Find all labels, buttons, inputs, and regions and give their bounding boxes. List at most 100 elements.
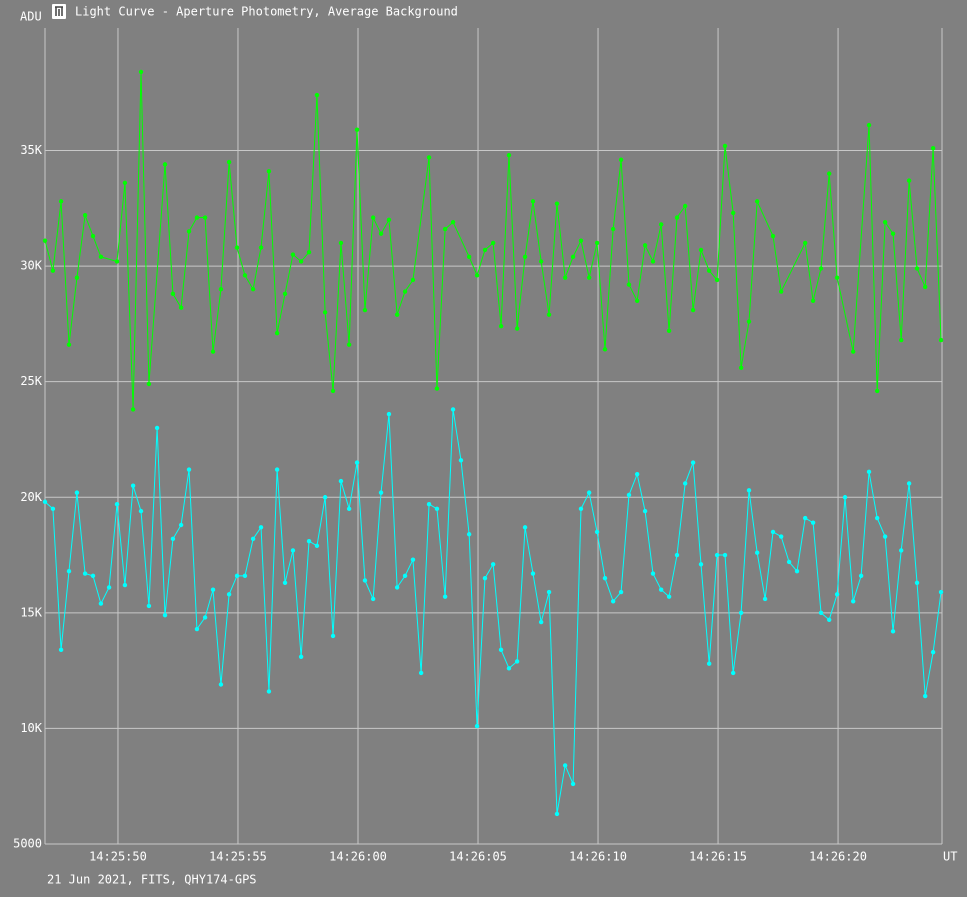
data-point <box>186 229 192 234</box>
data-point <box>218 682 224 687</box>
data-point <box>394 585 400 590</box>
data-point <box>330 633 336 639</box>
data-point <box>834 592 840 597</box>
data-point <box>322 495 328 500</box>
y-tick-label: 10K <box>20 721 42 735</box>
data-point <box>810 298 816 303</box>
data-point <box>226 159 232 165</box>
data-point <box>386 217 392 223</box>
x-axis-label: UT <box>943 850 957 864</box>
data-point <box>146 603 152 609</box>
data-point <box>290 548 296 553</box>
data-point <box>482 247 488 253</box>
data-point <box>466 532 472 537</box>
data-point <box>338 240 344 246</box>
data-point <box>922 693 928 699</box>
data-point <box>682 481 688 486</box>
data-point <box>914 266 920 271</box>
data-point <box>290 252 296 257</box>
data-point <box>426 501 432 507</box>
data-point <box>98 601 104 606</box>
data-point <box>218 287 224 292</box>
data-point <box>826 171 832 176</box>
data-point <box>674 552 680 558</box>
x-tick-label: 14:26:05 <box>449 850 507 864</box>
data-point <box>434 506 440 512</box>
data-point <box>146 381 152 387</box>
data-point <box>546 589 552 595</box>
data-point <box>866 469 872 475</box>
data-point <box>858 573 864 579</box>
data-point <box>594 529 600 535</box>
data-point <box>114 259 120 264</box>
data-point <box>530 571 536 576</box>
data-point <box>610 599 616 604</box>
data-point <box>794 569 800 574</box>
data-point <box>474 273 480 278</box>
y-tick-label: 15K <box>20 605 42 619</box>
data-point <box>250 287 256 292</box>
data-point <box>770 233 776 239</box>
data-point <box>266 169 272 174</box>
data-point <box>722 143 728 149</box>
data-point <box>634 298 640 303</box>
data-point <box>178 522 184 528</box>
data-point <box>570 781 576 787</box>
data-point <box>778 289 784 294</box>
data-point <box>778 534 784 539</box>
data-point <box>226 592 232 597</box>
data-point <box>562 763 568 768</box>
data-point <box>770 529 776 535</box>
data-point <box>826 617 832 622</box>
data-point <box>866 122 872 128</box>
data-point <box>586 275 592 280</box>
data-point <box>442 594 448 599</box>
data-point <box>194 626 200 632</box>
data-point <box>522 525 528 530</box>
data-point <box>506 152 512 158</box>
data-point <box>754 199 760 204</box>
data-point <box>154 425 160 431</box>
data-point <box>242 573 248 579</box>
data-point <box>746 319 752 324</box>
data-point <box>642 508 648 514</box>
data-point <box>754 550 760 555</box>
data-point <box>194 215 200 220</box>
data-point <box>410 557 416 562</box>
data-point <box>626 282 632 287</box>
data-point <box>730 210 736 216</box>
data-point <box>362 307 368 313</box>
data-point <box>346 506 352 512</box>
data-point <box>578 506 584 512</box>
data-point <box>378 490 384 495</box>
data-point <box>298 259 304 264</box>
data-point <box>90 573 96 579</box>
data-point <box>266 689 272 694</box>
data-point <box>450 407 456 412</box>
footer: 21 Jun 2021, FITS, QHY174-GPS <box>47 873 257 887</box>
data-point <box>82 571 88 576</box>
data-point <box>170 536 176 542</box>
data-point <box>738 365 744 371</box>
data-point <box>714 552 720 558</box>
plot <box>42 69 944 817</box>
data-point <box>674 215 680 220</box>
y-tick-label: 35K <box>20 143 42 157</box>
data-point <box>362 578 368 583</box>
data-point <box>282 291 288 297</box>
data-point <box>122 582 128 588</box>
data-point <box>818 610 824 616</box>
data-point <box>346 342 352 347</box>
data-point <box>482 575 488 581</box>
data-point <box>210 349 216 354</box>
data-point <box>370 596 376 602</box>
data-point <box>258 245 264 250</box>
data-point <box>882 219 888 225</box>
data-point <box>314 543 320 549</box>
data-point <box>618 589 624 595</box>
data-point <box>298 654 304 659</box>
title-icon <box>52 4 66 19</box>
data-point <box>410 277 416 283</box>
data-point <box>810 520 816 525</box>
